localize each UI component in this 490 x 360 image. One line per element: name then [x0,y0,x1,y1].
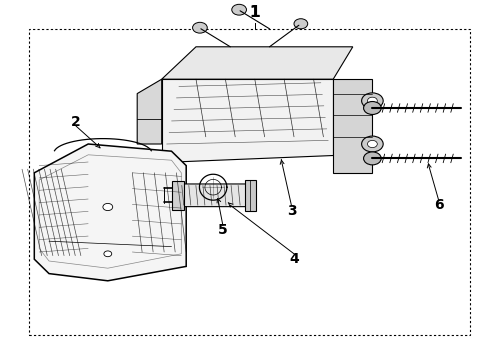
Circle shape [362,93,383,109]
Polygon shape [333,79,372,173]
Circle shape [232,4,246,15]
Text: 6: 6 [434,198,443,212]
Polygon shape [162,47,353,79]
Circle shape [368,97,377,104]
FancyBboxPatch shape [174,184,247,207]
Circle shape [362,136,383,152]
Circle shape [103,203,113,211]
Text: 2: 2 [71,116,81,129]
Circle shape [104,251,112,257]
Polygon shape [137,79,162,144]
Polygon shape [34,144,186,281]
Bar [172,181,184,210]
Text: 5: 5 [218,224,228,237]
Text: 1: 1 [249,5,260,20]
Circle shape [364,152,381,165]
Circle shape [364,102,381,114]
Bar [245,180,256,211]
Text: 3: 3 [287,204,296,217]
Bar [29,29,470,335]
Text: 1: 1 [249,5,260,20]
Circle shape [193,22,207,33]
Circle shape [294,19,308,29]
Text: 4: 4 [289,252,299,266]
Circle shape [368,140,377,148]
Polygon shape [162,79,333,162]
